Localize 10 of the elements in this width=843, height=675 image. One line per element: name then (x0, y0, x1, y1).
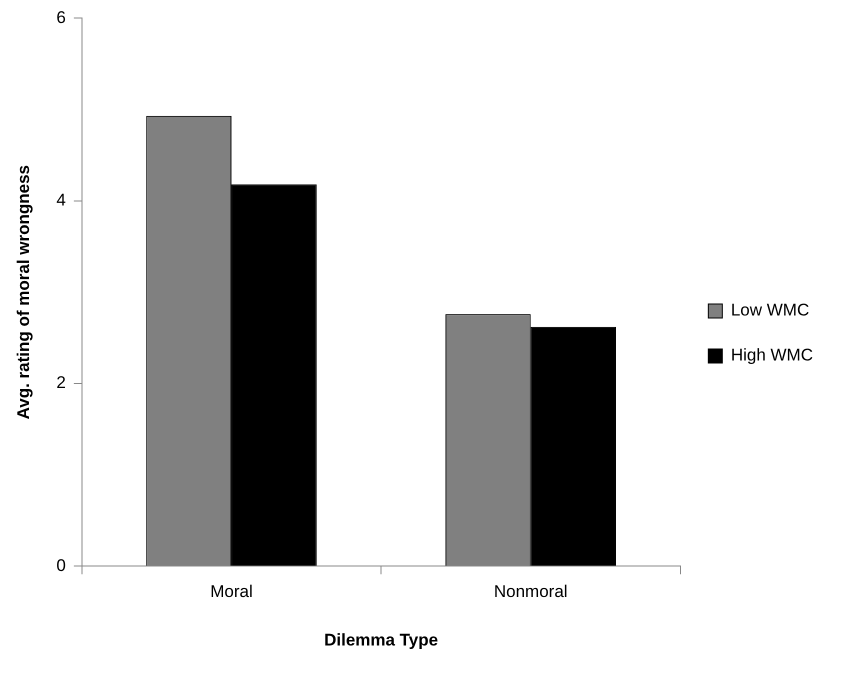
y-axis-title: Avg. rating of moral wrongness (14, 164, 33, 420)
y-tick-label: 0 (56, 556, 66, 575)
legend-label: Low WMC (730, 300, 810, 320)
y-tick-label: 2 (56, 373, 66, 392)
x-axis-title: Dilemma Type (324, 630, 438, 650)
y-tick-label: 6 (56, 8, 66, 27)
x-tick-label: Nonmoral (494, 582, 568, 602)
y-tick-label: 4 (56, 190, 66, 210)
legend-label: High WMC (730, 346, 813, 365)
x-tick-label: Moral (210, 582, 253, 602)
